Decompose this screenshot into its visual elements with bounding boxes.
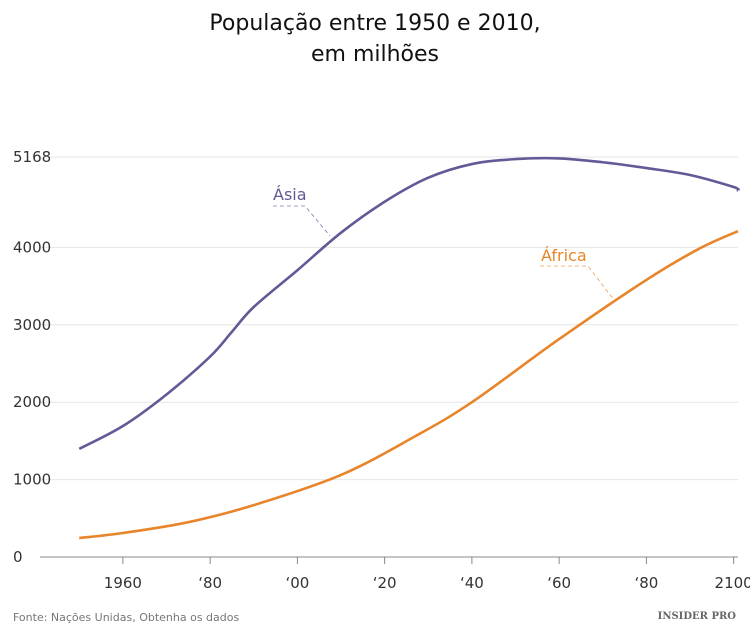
chart-title-line-2: em milhões [310, 42, 439, 67]
y-tick-label: 5168 [13, 148, 51, 166]
asia-series-label: Ásia [273, 185, 307, 204]
asia-label-leader [273, 205, 331, 237]
chart-title: População entre 1950 e 2010, em milhões [0, 8, 750, 70]
africa-series-line [79, 229, 739, 540]
source-note: Fonte: Nações Unidas, Obtenha os dados [13, 611, 240, 624]
africa-label-leader [540, 265, 615, 301]
chart-title-line-1: População entre 1950 e 2010, [209, 11, 541, 36]
y-tick-label: 0 [13, 548, 23, 566]
y-tick-label: 2000 [13, 393, 51, 411]
x-tick-label: ‘80 [634, 574, 658, 592]
x-tick-label: ‘20 [373, 574, 397, 592]
africa-series-label: África [541, 246, 587, 265]
x-tick-label: 1960 [104, 574, 142, 592]
insider-pro-logo: INSIDER PRO [657, 611, 736, 622]
x-tick-label: ‘60 [547, 574, 571, 592]
y-tick-label: 1000 [13, 471, 51, 489]
asia-series-line [78, 156, 740, 451]
x-tick-label: ‘80 [198, 574, 222, 592]
y-tick-label: 3000 [13, 316, 51, 334]
x-tick-label: 2100 [715, 574, 750, 592]
y-tick-label: 4000 [13, 238, 51, 256]
x-tick-label: ‘00 [285, 574, 309, 592]
x-tick-label: ‘40 [460, 574, 484, 592]
